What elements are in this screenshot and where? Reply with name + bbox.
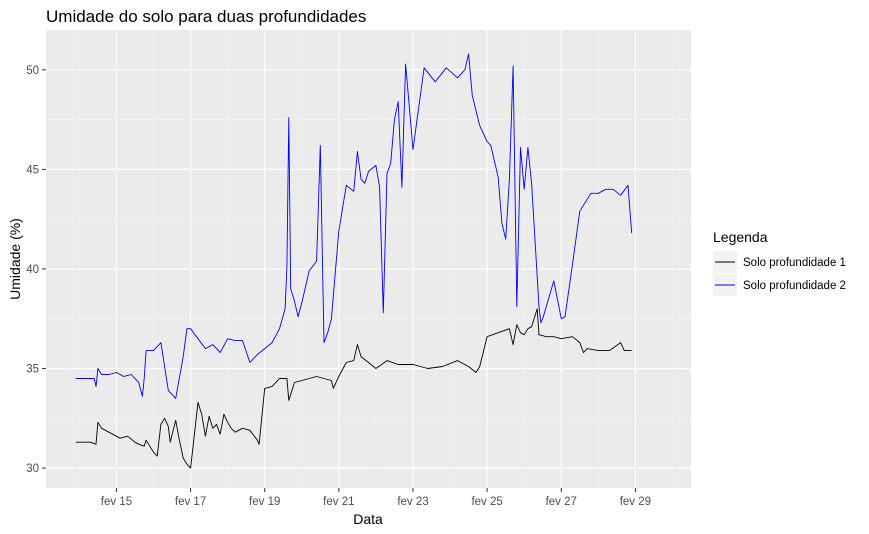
y-axis-title: Umidade (%) [7, 218, 23, 300]
series-line-1 [75, 308, 632, 469]
y-tick-label: 45 [26, 164, 39, 176]
x-tick-label: fev 25 [471, 496, 502, 508]
legend-title: Legenda [713, 229, 768, 245]
y-tick-label: 40 [26, 264, 39, 276]
chart-title: Umidade do solo para duas profundidades [46, 7, 366, 26]
x-tick-label: fev 21 [323, 496, 354, 508]
legend-label-2: Solo profundidade 2 [743, 280, 846, 292]
y-tick-label: 30 [26, 463, 39, 475]
y-axis-ticks: 30 35 40 45 50 [26, 65, 46, 475]
legend-label-1: Solo profundidade 1 [743, 257, 846, 269]
x-tick-label: fev 29 [620, 496, 651, 508]
x-axis-title: Data [353, 511, 383, 527]
y-tick-label: 35 [26, 364, 39, 376]
x-tick-label: fev 19 [249, 496, 280, 508]
x-tick-label: fev 27 [546, 496, 577, 508]
plot-panel [46, 30, 691, 488]
series-line-2 [75, 53, 633, 399]
series-layer [75, 53, 633, 469]
grid-minor [46, 30, 691, 488]
y-tick-label: 50 [26, 65, 39, 77]
legend: Legenda Solo profundidade 1 Solo profund… [713, 229, 846, 296]
x-tick-label: fev 15 [101, 496, 132, 508]
x-tick-label: fev 17 [175, 496, 206, 508]
grid-major [46, 30, 691, 488]
x-tick-label: fev 23 [397, 496, 428, 508]
x-axis-ticks: fev 15 fev 17 fev 19 fev 21 fev 23 fev 25 fev … [101, 488, 651, 508]
